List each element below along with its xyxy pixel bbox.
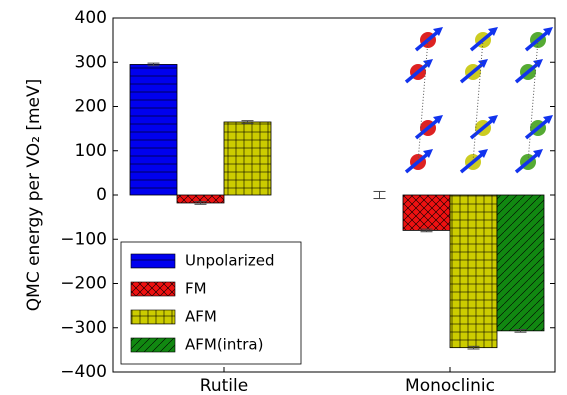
bar xyxy=(223,121,272,196)
bar xyxy=(402,194,451,231)
y-tick-label: 400 xyxy=(75,8,107,28)
legend: Unpolarized FM AFM AFM(intra) xyxy=(120,241,302,365)
bar xyxy=(129,64,178,196)
spin-arrow xyxy=(459,150,487,174)
spin-arrow xyxy=(514,150,542,174)
spin-link xyxy=(417,39,429,163)
spin-arrow-head xyxy=(423,59,433,68)
spin-arrow xyxy=(404,60,432,84)
y-tick-label: 300 xyxy=(75,52,107,72)
y-tick-label: −100 xyxy=(60,229,107,249)
legend-swatch xyxy=(130,253,176,269)
spin-link xyxy=(527,39,539,163)
spin-arrow-head xyxy=(433,27,443,36)
legend-label: FM xyxy=(185,280,207,298)
legend-swatch xyxy=(130,309,176,325)
legend-swatch xyxy=(130,337,176,353)
spin-arrow-head xyxy=(478,59,488,68)
spin-arrow-head xyxy=(533,149,543,158)
x-tick-label: Monoclinic xyxy=(405,376,495,395)
x-tick-label: Rutile xyxy=(200,376,248,395)
y-axis-label: QMC energy per VO₂ [meV] xyxy=(24,79,44,311)
spin-arrow-head xyxy=(533,59,543,68)
y-tick-label: 0 xyxy=(96,185,107,205)
spin-arrow xyxy=(404,150,432,174)
y-tick-label: −400 xyxy=(60,362,107,382)
spin-arrow xyxy=(469,116,497,140)
bar xyxy=(496,194,545,332)
y-tick-label: −200 xyxy=(60,274,107,294)
plot-frame xyxy=(112,17,556,373)
legend-label: AFM xyxy=(185,308,217,326)
spin-arrow-head xyxy=(433,115,443,124)
spin-arrow-head xyxy=(543,115,553,124)
spin-arrow-head xyxy=(488,115,498,124)
legend-label: Unpolarized xyxy=(185,252,275,270)
y-tick-label: −300 xyxy=(60,318,107,338)
spin-link xyxy=(472,39,484,163)
y-tick-label: 200 xyxy=(75,97,107,117)
spin-arrow xyxy=(414,116,442,140)
legend-swatch xyxy=(130,281,176,297)
spin-arrow xyxy=(514,60,542,84)
spin-arrow-head xyxy=(423,149,433,158)
legend-label: AFM(intra) xyxy=(185,336,263,354)
spin-arrow xyxy=(524,116,552,140)
spin-arrow xyxy=(459,60,487,84)
bar xyxy=(449,194,498,349)
spin-arrow-head xyxy=(478,149,488,158)
y-tick-label: 100 xyxy=(75,141,107,161)
spin-arrow-head xyxy=(543,27,553,36)
spin-arrow-head xyxy=(488,27,498,36)
